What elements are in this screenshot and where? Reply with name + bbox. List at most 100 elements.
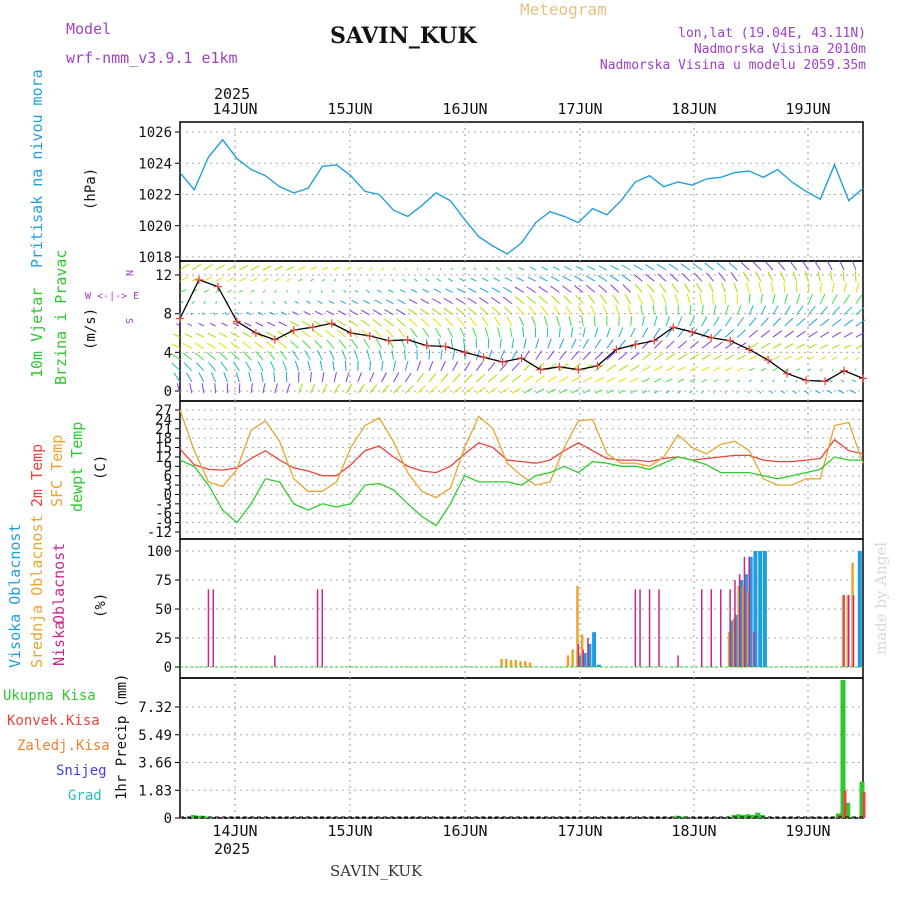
cloud-bar	[742, 585, 745, 667]
wind-barb	[357, 372, 362, 383]
wind-barb	[559, 388, 568, 394]
wind-barb	[843, 306, 853, 316]
wind-barb	[344, 360, 347, 371]
wind-barb	[618, 339, 626, 349]
wind-barb	[772, 330, 783, 338]
wind-barb	[341, 349, 347, 360]
wind-barb	[189, 383, 193, 394]
y-tick-label: 15	[155, 441, 172, 457]
wind-barb	[581, 315, 584, 327]
wind-barb	[713, 354, 723, 361]
wind-barb	[381, 384, 390, 394]
wind-barb	[450, 338, 454, 349]
wind-barb	[677, 378, 685, 383]
wind-barb	[357, 384, 365, 394]
wind-barb	[547, 363, 557, 372]
wind-barb	[258, 311, 264, 316]
wind-barb	[262, 277, 269, 282]
wind-barb	[781, 390, 786, 394]
wind-barb	[817, 271, 821, 282]
wind-barb	[665, 353, 676, 361]
wind-barb	[306, 300, 311, 305]
precip-bar	[750, 815, 756, 818]
wind-barb	[615, 304, 620, 315]
y-tick-label: 0	[164, 487, 172, 503]
wind-barb	[422, 288, 430, 293]
bottom-day-label: 15JUN	[327, 822, 372, 840]
y-tick-label: 12	[155, 450, 172, 466]
cloud-bar	[737, 585, 740, 667]
wind-barb	[277, 340, 288, 349]
wind-barb	[380, 278, 383, 282]
wind-barb	[606, 351, 616, 360]
top-day-label: 18JUN	[671, 100, 716, 118]
wind-barb	[808, 368, 812, 372]
wind-barb	[321, 383, 328, 394]
wind-barb	[171, 343, 181, 349]
wind-barb	[428, 361, 434, 371]
wind-barb	[404, 360, 409, 371]
cloud-bar	[577, 643, 580, 667]
wind-barb	[479, 306, 489, 316]
tick-labels: 1018102010221024102604812-12-9-6-3036912…	[138, 125, 172, 827]
wind-barb	[336, 319, 347, 327]
wind-barb	[523, 338, 527, 349]
wind-barb	[407, 308, 418, 316]
wind-barb	[242, 331, 252, 338]
wind-barb	[274, 290, 277, 293]
wind-barb	[737, 367, 744, 372]
wind-barb	[538, 286, 548, 293]
wind-barb	[713, 316, 720, 327]
cloud-bar	[841, 595, 845, 667]
wind-barb	[654, 352, 664, 361]
wind-barb	[366, 349, 371, 360]
wind-barb	[428, 349, 431, 360]
wind-barb	[659, 283, 667, 293]
wind-barb	[399, 289, 406, 293]
wind-barb	[227, 289, 232, 293]
wind-barb	[511, 374, 522, 383]
wind-barb	[716, 262, 726, 271]
precip-bar	[859, 781, 865, 818]
wind-barb	[203, 276, 212, 282]
wind-barb	[452, 361, 459, 372]
wind-panel	[179, 260, 864, 402]
wind-barb	[325, 329, 335, 338]
wind-barb	[490, 296, 501, 305]
wind-barb	[855, 332, 865, 338]
wind-barb	[725, 367, 733, 372]
wind-barb	[586, 284, 596, 293]
wind-barb	[602, 304, 608, 315]
product-title: Meteogram	[520, 0, 607, 19]
precip-bar	[205, 816, 210, 818]
wind-barb	[385, 299, 394, 305]
wind-barb	[384, 318, 394, 327]
wind-barb	[173, 333, 181, 338]
wind-barb	[792, 271, 798, 282]
wind-barb	[220, 361, 228, 372]
wind-barb	[713, 379, 718, 383]
wind-barb	[232, 322, 240, 327]
wind-barb	[381, 360, 384, 371]
cloud-bar	[753, 551, 758, 667]
wind-barb	[784, 293, 788, 304]
wind-barb	[464, 361, 471, 372]
wind-barb	[455, 307, 465, 316]
wind-barb	[748, 379, 752, 383]
temp-unit: (C)	[93, 455, 109, 480]
wind-barb	[772, 343, 782, 349]
wind-barb	[796, 305, 804, 316]
wind-barb	[337, 310, 347, 316]
wind-barb	[182, 352, 193, 361]
wind-barb	[419, 308, 430, 316]
wind-barb	[575, 294, 584, 304]
wind-barb	[408, 298, 418, 305]
y-tick-label: 7.32	[138, 700, 172, 716]
wind-barb	[630, 352, 640, 360]
cloud-bar	[743, 574, 748, 667]
wind-barb	[724, 293, 726, 304]
y-tick-label: -9	[155, 516, 172, 532]
temp-series-line	[179, 456, 863, 527]
wind-barb	[316, 350, 323, 360]
wind-barb	[187, 323, 193, 327]
